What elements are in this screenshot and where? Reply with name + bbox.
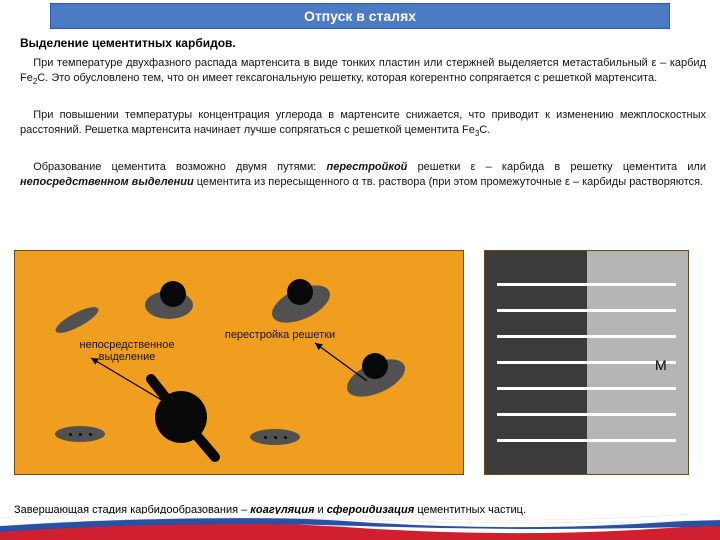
- orange-panel: непосредственное выделение перестройка р…: [14, 250, 464, 475]
- stripe: [497, 361, 676, 364]
- label-direct-1: непосредственное: [80, 339, 175, 351]
- para3-em2: непосредственном выделении: [20, 176, 194, 188]
- stripe: [497, 283, 676, 286]
- m-label: М: [655, 357, 667, 373]
- particle-dot: [274, 436, 277, 439]
- particle-dot: [284, 436, 287, 439]
- stripe: [497, 387, 676, 390]
- carbide-ball: [160, 281, 186, 307]
- carbide-ball: [287, 279, 313, 305]
- label-rearrange: перестройка решетки: [210, 329, 350, 341]
- particle-dot: [69, 433, 72, 436]
- para2-a: При повышении температуры концентрация у…: [20, 109, 706, 136]
- particle-dot: [264, 436, 267, 439]
- grey-panel: М: [484, 250, 689, 475]
- particle-dot: [79, 433, 82, 436]
- stripe: [497, 309, 676, 312]
- flag-decoration: [0, 514, 720, 540]
- stripe: [497, 413, 676, 416]
- para-1: При температуре двухфазного распада март…: [20, 56, 706, 88]
- page-title: Отпуск в сталях: [50, 3, 670, 29]
- para3-a: Образование цементита возможно двумя пут…: [33, 161, 326, 173]
- particle-dot: [89, 433, 92, 436]
- carbide-ball: [362, 353, 388, 379]
- label-direct: непосредственное выделение: [57, 339, 197, 363]
- stripe: [497, 335, 676, 338]
- diagram: непосредственное выделение перестройка р…: [14, 250, 706, 475]
- label-direct-2: выделение: [99, 351, 156, 363]
- para-3: Образование цементита возможно двумя пут…: [20, 160, 706, 190]
- subheading: Выделение цементитных карбидов.: [20, 36, 236, 50]
- para3-mid: решетки ε – карбида в решетку цементита …: [407, 161, 706, 173]
- particle: [53, 303, 102, 338]
- para3-end: цементита из пересыщенного α тв. раствор…: [194, 176, 704, 188]
- para1-b: C. Это обусловлено тем, что он имеет гек…: [37, 72, 657, 84]
- para2-b: C.: [479, 124, 490, 136]
- para3-em1: перестройкой: [327, 161, 408, 173]
- stripe: [497, 439, 676, 442]
- para-2: При повышении температуры концентрация у…: [20, 108, 706, 140]
- big-carbide: [155, 391, 207, 443]
